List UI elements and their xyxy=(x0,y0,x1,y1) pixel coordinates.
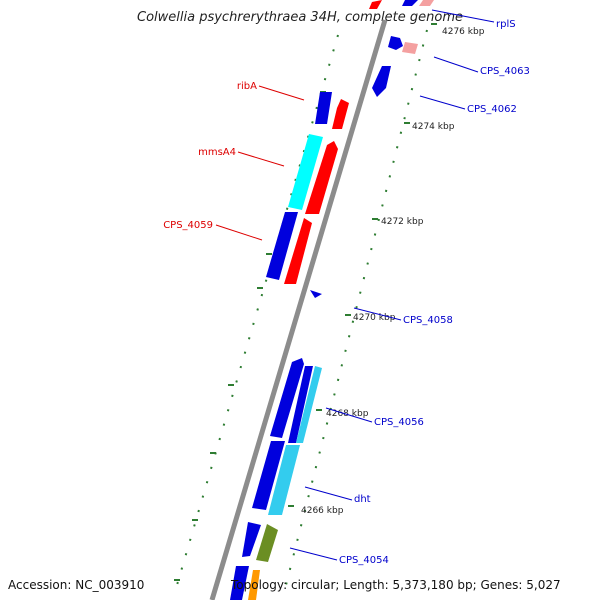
outer-dotted-ring xyxy=(285,29,428,586)
gene-label-cps-4063: CPS_4063 xyxy=(480,66,530,77)
kbp-tick-marks xyxy=(288,23,437,507)
gene-dht-blue xyxy=(252,441,285,510)
tick-label-4276: 4276 kbp xyxy=(442,27,485,37)
gene-mmsa4-red xyxy=(305,141,338,214)
map-title: Colwellia psychrerythraea 34H, complete … xyxy=(137,10,463,25)
accession-label: Accession: NC_003910 xyxy=(8,578,145,592)
gene-mmsa4-cyan xyxy=(288,134,323,210)
gene-label-mmsa4: mmsA4 xyxy=(198,147,236,158)
gene-cps-4056-lightblue xyxy=(296,366,322,443)
gene-label-dht: dht xyxy=(354,494,371,505)
gene-top-pink xyxy=(419,0,434,6)
gene-features xyxy=(230,0,434,600)
gene-label-cps-4054: CPS_4054 xyxy=(339,555,389,566)
inner-dotted-ring xyxy=(176,34,339,586)
gene-label-cps-4059: CPS_4059 xyxy=(163,220,213,231)
tick-label-4266: 4266 kbp xyxy=(301,506,344,516)
backbone-line xyxy=(209,19,388,600)
gene-cps-4059-red xyxy=(284,218,312,284)
gene-top-red xyxy=(369,0,382,9)
leader-lines-right xyxy=(289,9,495,561)
gene-cps-4058 xyxy=(310,290,322,298)
gene-cps-4063-blue xyxy=(388,36,403,50)
gene-cps-4059-blue xyxy=(266,212,298,280)
gene-bottom-orange xyxy=(248,570,260,600)
gene-dht-lightblue xyxy=(268,445,300,515)
leader-lines-left xyxy=(215,85,305,241)
gene-label-cps-4056: CPS_4056 xyxy=(374,417,424,428)
tick-label-4270: 4270 kbp xyxy=(353,313,396,323)
gene-labels-right: rplS CPS_4063 CPS_4062 CPS_4058 CPS_4056… xyxy=(339,19,530,566)
tick-label-4272: 4272 kbp xyxy=(381,217,424,227)
gene-labels-left: ribA mmsA4 CPS_4059 xyxy=(163,81,257,231)
tick-label-4274: 4274 kbp xyxy=(412,122,455,132)
gene-cps-4062 xyxy=(372,66,391,97)
gene-label-cps-4062: CPS_4062 xyxy=(467,104,517,115)
gene-bottom-blue xyxy=(230,566,249,600)
gene-cps-4054-blue xyxy=(242,522,261,557)
gene-riba-red xyxy=(332,99,349,129)
gene-riba-blue xyxy=(315,92,332,124)
topology-label: Topology: circular; Length: 5,373,180 bp… xyxy=(231,578,561,592)
gene-label-cps-4058: CPS_4058 xyxy=(403,315,453,326)
gene-top-blue xyxy=(402,0,418,6)
gene-cps-4063-pink xyxy=(402,42,418,54)
gene-cps-4056-blue-b xyxy=(288,366,313,443)
gene-label-riba: ribA xyxy=(237,81,257,92)
gene-cps-4056-blue-a xyxy=(270,358,304,438)
gene-label-rpls: rplS xyxy=(496,19,516,30)
gene-cps-4054-olive xyxy=(256,524,278,562)
